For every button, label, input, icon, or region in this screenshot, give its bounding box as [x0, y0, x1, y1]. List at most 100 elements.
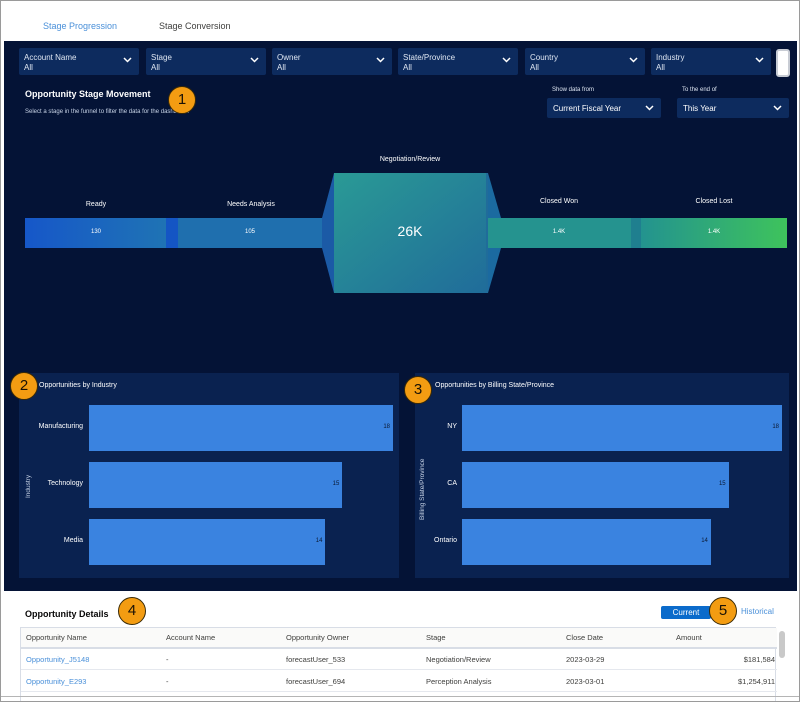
chevron-down-icon [755, 57, 764, 63]
tab-stage-progression[interactable]: Stage Progression [43, 21, 118, 31]
end-of-value: This Year [683, 104, 717, 113]
filter-state-province[interactable]: State/Province All [398, 48, 518, 75]
filter-label: Country [530, 53, 559, 62]
funnel-segment-closed-lost[interactable] [641, 218, 787, 248]
filter-label: Stage [151, 53, 172, 62]
column-header-amount[interactable]: Amount [671, 628, 777, 648]
bar-ca[interactable]: 15 [462, 462, 729, 508]
movement-subtitle: Select a stage in the funnel to filter t… [25, 109, 190, 115]
callout-badge-3: 3 [404, 376, 432, 404]
callout-badge-1: 1 [168, 86, 196, 114]
end-of-label: To the end of [682, 87, 717, 93]
chevron-down-icon [502, 57, 511, 63]
filter-country[interactable]: Country All [525, 48, 645, 75]
state-chart-panel: Opportunities by Billing State/Province … [415, 373, 789, 578]
dashboard: Account Name All Stage All Owner All Sta… [4, 41, 797, 591]
funnel-label-ready: Ready [85, 201, 107, 208]
show-data-select[interactable]: Current Fiscal Year [547, 98, 661, 118]
show-data-label: Show data from [552, 87, 595, 93]
bar-ny[interactable]: 18 [462, 405, 782, 451]
funnel-segment-closed-won[interactable] [488, 218, 631, 248]
column-header-opportunity-name[interactable]: Opportunity Name [21, 628, 161, 648]
close-date-cell: 2023-03-29 [566, 655, 605, 664]
callout-badge-2: 2 [10, 372, 38, 400]
details-title: Opportunity Details [25, 609, 109, 619]
movement-title: Opportunity Stage Movement [25, 89, 151, 99]
funnel-value-closed-won: 1.4K [552, 229, 566, 235]
bar-value-label: 15 [332, 481, 340, 487]
filter-account-name[interactable]: Account Name All [19, 48, 139, 75]
column-header-account-name[interactable]: Account Name [161, 628, 281, 648]
funnel-value-negotiation-review: 26K [397, 223, 423, 239]
filter-owner[interactable]: Owner All [272, 48, 392, 75]
tab-stage-conversion[interactable]: Stage Conversion [159, 21, 231, 31]
callout-badge-4: 4 [118, 597, 146, 625]
show-data-value: Current Fiscal Year [553, 104, 622, 113]
table-row: Opportunity_E293 - forecastUser_694 Perc… [21, 671, 777, 692]
current-button[interactable]: Current [661, 606, 711, 619]
divider [1, 696, 799, 697]
callout-badge-5: 5 [709, 597, 737, 625]
filter-stage[interactable]: Stage All [146, 48, 266, 75]
chevron-down-icon [123, 57, 132, 63]
filter-value: All [403, 63, 412, 72]
filter-label: State/Province [403, 53, 456, 62]
filter-label: Account Name [24, 53, 77, 62]
account-cell: - [166, 655, 169, 664]
funnel-segment-negotiation-review[interactable] [334, 173, 486, 293]
industry-chart-title: Opportunities by Industry [39, 382, 117, 389]
stage-cell: Negotiation/Review [426, 655, 491, 664]
column-header-stage[interactable]: Stage [421, 628, 561, 648]
opportunity-link[interactable]: Opportunity_E293 [26, 677, 87, 686]
bar-category-label: CA [447, 480, 457, 487]
funnel-segment-ready[interactable] [25, 218, 166, 248]
filter-label: Industry [656, 53, 685, 62]
bar-technology[interactable]: 15 [89, 462, 343, 508]
industry-chart-panel: Opportunities by Industry Industry Manuf… [19, 373, 399, 578]
bar-ontario[interactable]: 14 [462, 519, 711, 565]
owner-cell: forecastUser_533 [286, 655, 346, 664]
header-divider [21, 648, 777, 649]
filter-industry[interactable]: Industry All [651, 48, 771, 75]
filter-value: All [530, 63, 539, 72]
bar-manufacturing[interactable]: 18 [89, 405, 393, 451]
filter-scrollbar[interactable] [776, 49, 790, 77]
column-header-close-date[interactable]: Close Date [561, 628, 671, 648]
tab-bar: Stage Progression Stage Conversion [1, 1, 799, 41]
funnel-label-closed-won: Closed Won [539, 198, 578, 205]
chevron-down-icon [250, 57, 259, 63]
funnel-segment-needs-analysis[interactable] [178, 218, 322, 248]
funnel-value-closed-lost: 1.4K [707, 229, 721, 235]
bar-category-label: Technology [47, 480, 83, 487]
funnel-label-needs-analysis: Needs Analysis [227, 201, 275, 208]
filter-value: All [656, 63, 665, 72]
funnel-connector [166, 218, 178, 248]
bar-category-label: NY [447, 423, 457, 430]
funnel-value-ready: 130 [90, 229, 101, 235]
historical-link[interactable]: Historical [741, 607, 774, 616]
filter-value: All [24, 63, 33, 72]
stage-cell: Perception Analysis [426, 677, 492, 686]
bar-media[interactable]: 14 [89, 519, 326, 565]
bar-value-label: 14 [315, 538, 323, 544]
chevron-down-icon [376, 57, 385, 63]
end-of-select[interactable]: This Year [677, 98, 789, 118]
close-date-cell: 2023-03-01 [566, 677, 605, 686]
details-table: Opportunity Name Account Name Opportunit… [20, 627, 777, 701]
bar-category-label: Media [63, 537, 83, 544]
chevron-down-icon [645, 105, 654, 111]
funnel-connector [486, 173, 488, 293]
funnel-label-closed-lost: Closed Lost [695, 198, 733, 205]
filter-value: All [277, 63, 286, 72]
funnel-label-negotiation-review: Negotiation/Review [379, 156, 441, 163]
bar-category-label: Manufacturing [38, 423, 83, 430]
opportunity-link[interactable]: Opportunity_J5148 [26, 655, 90, 664]
filter-value: All [151, 63, 160, 72]
table-scrollbar[interactable] [779, 631, 785, 658]
table-row: Opportunity_J5148 - forecastUser_533 Neg… [21, 649, 777, 670]
filter-label: Owner [277, 53, 301, 62]
account-cell: - [166, 677, 169, 686]
column-header-opportunity-owner[interactable]: Opportunity Owner [281, 628, 421, 648]
bar-value-label: 18 [772, 424, 779, 430]
